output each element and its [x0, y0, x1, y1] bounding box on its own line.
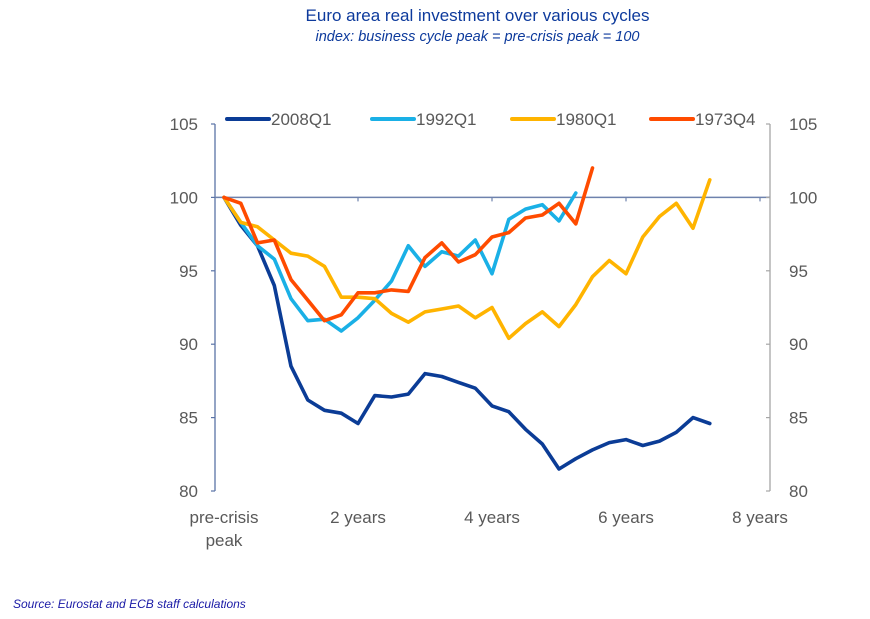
x-tick-label: peak — [206, 531, 243, 550]
x-tick-label: pre-crisis — [190, 508, 259, 527]
series-line-1980Q1 — [222, 178, 712, 341]
left-y-tick-label: 105 — [170, 115, 198, 134]
legend-label-1980Q1: 1980Q1 — [556, 110, 617, 129]
legend-label-2008Q1: 2008Q1 — [271, 110, 332, 129]
left-y-tick-label: 95 — [179, 262, 198, 281]
right-y-tick-label: 85 — [789, 409, 808, 428]
right-y-tick-label: 90 — [789, 335, 808, 354]
series-line-1992Q1 — [222, 191, 578, 333]
left-y-tick-label: 85 — [179, 409, 198, 428]
x-tick-label: 2 years — [330, 508, 386, 527]
legend-label-1992Q1: 1992Q1 — [416, 110, 477, 129]
chart-subtitle: index: business cycle peak = pre-crisis … — [315, 29, 640, 45]
right-y-tick-label: 105 — [789, 115, 817, 134]
source-note: Source: Eurostat and ECB staff calculati… — [13, 597, 246, 611]
x-tick-label: 8 years — [732, 508, 788, 527]
left-y-tick-label: 80 — [179, 482, 198, 501]
x-tick-label: 6 years — [598, 508, 654, 527]
series-line-1973Q4 — [222, 166, 595, 323]
right-y-tick-label: 100 — [789, 188, 817, 207]
legend: 2008Q1 1992Q1 1980Q1 1973Q4 — [225, 110, 756, 129]
legend-label-1973Q4: 1973Q4 — [695, 110, 756, 129]
left-y-tick-label: 100 — [170, 188, 198, 207]
series-lines — [222, 166, 712, 471]
x-tick-label: 4 years — [464, 508, 520, 527]
chart-title: Euro area real investment over various c… — [305, 6, 650, 25]
right-y-tick-label: 95 — [789, 262, 808, 281]
left-y-tick-label: 90 — [179, 335, 198, 354]
right-y-tick-label: 80 — [789, 482, 808, 501]
series-line-2008Q1 — [222, 195, 712, 471]
axes: 80 80 85 85 90 90 95 95 100 100 105 105 pre-crisis pe… — [170, 115, 818, 550]
